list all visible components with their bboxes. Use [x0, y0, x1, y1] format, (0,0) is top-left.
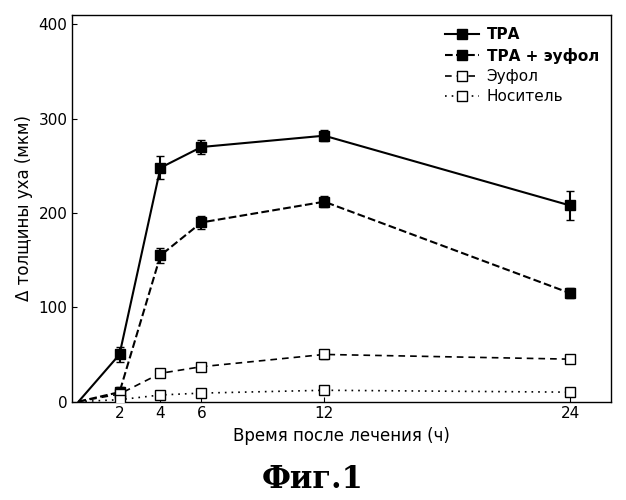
Y-axis label: Δ толщины уха (мкм): Δ толщины уха (мкм) — [15, 116, 33, 302]
X-axis label: Время после лечения (ч): Время после лечения (ч) — [233, 427, 450, 445]
Legend: ТРА, ТРА + эуфол, Эуфол, Носитель: ТРА, ТРА + эуфол, Эуфол, Носитель — [441, 22, 603, 109]
Text: Фиг.1: Фиг.1 — [262, 464, 364, 495]
